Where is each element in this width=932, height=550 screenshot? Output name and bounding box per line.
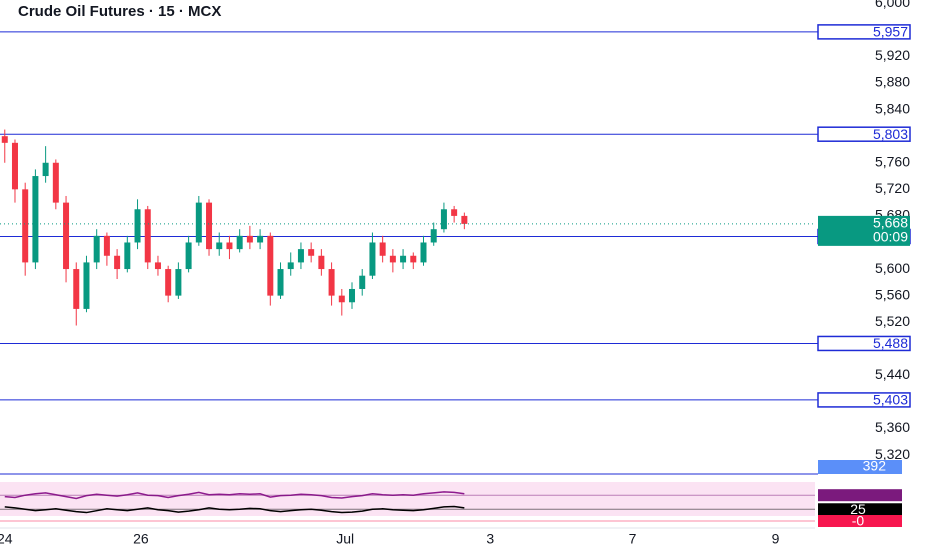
x-tick-label: 7 — [629, 531, 637, 547]
y-tick-label: 5,360 — [875, 419, 910, 435]
level-label-box — [817, 335, 911, 352]
level-label-box — [817, 126, 911, 142]
chart-title: Crude Oil Futures · 15 · MCX — [18, 3, 221, 20]
candle-body — [420, 242, 427, 263]
oscillator-label-box — [818, 489, 902, 502]
candle-body — [379, 242, 386, 256]
level-label: 5,957 — [873, 24, 908, 40]
candle-body — [236, 235, 243, 250]
candle-body — [124, 242, 131, 270]
candle-body — [175, 269, 182, 296]
y-tick-label: 5,600 — [875, 260, 910, 276]
candle-body — [400, 255, 407, 263]
candle-body — [83, 262, 90, 309]
y-tick-label: 5,560 — [875, 286, 910, 302]
candle-body — [267, 235, 274, 296]
candle-body — [287, 262, 294, 270]
countdown: 00:09 — [873, 229, 908, 245]
candle-body — [461, 215, 468, 224]
y-tick-label: 5,880 — [875, 74, 910, 90]
x-tick-label: 24 — [0, 531, 13, 547]
y-tick-label: 5,320 — [875, 446, 910, 462]
candle-body — [257, 235, 264, 243]
y-tick-label: 5,520 — [875, 313, 910, 329]
candle-body — [154, 262, 161, 270]
volume-label: 392 — [863, 458, 887, 474]
candle-body — [73, 269, 80, 309]
oscillator-label: 25 — [850, 501, 866, 517]
level-label: 5,403 — [873, 392, 908, 408]
candle-body — [134, 209, 141, 243]
oscillator-label-box — [818, 515, 902, 527]
candle-body — [32, 176, 39, 263]
level-label-box — [817, 392, 911, 408]
x-tick-label: 3 — [486, 531, 494, 547]
y-tick-label: 5,760 — [875, 153, 910, 169]
candle-body — [52, 162, 59, 203]
candle-body — [410, 255, 417, 263]
candle-body — [451, 209, 458, 216]
y-tick-label: 5,720 — [875, 180, 910, 196]
oscillator-label-box — [818, 503, 902, 516]
candle-body — [93, 235, 100, 263]
x-tick-label: 9 — [772, 531, 780, 547]
x-tick-label: Jul — [336, 531, 354, 547]
last-price-box — [818, 215, 910, 246]
oscillator-label: -0 — [852, 513, 865, 529]
candle-body — [114, 255, 121, 270]
candle-body — [63, 202, 70, 270]
candle-body — [338, 295, 345, 303]
candle-body — [185, 242, 192, 270]
candle-body — [103, 235, 110, 256]
candle-body — [389, 255, 396, 263]
level-label-box — [817, 24, 911, 40]
candle-body — [328, 269, 335, 296]
candle-body — [440, 209, 447, 230]
candle-body — [297, 249, 304, 263]
candle-body — [11, 142, 18, 190]
candle-body — [42, 162, 49, 177]
candle-body — [1, 136, 8, 143]
candle-body — [349, 288, 356, 303]
candle-body — [308, 249, 315, 256]
candle-body — [318, 255, 325, 270]
x-tick-label: 26 — [133, 531, 149, 547]
level-label: 5,803 — [873, 126, 908, 142]
candle-body — [369, 242, 376, 276]
last-price-label: 5,668 — [873, 215, 908, 231]
candle-body — [359, 275, 366, 289]
candle-body — [195, 202, 202, 243]
candle-body — [430, 229, 437, 243]
y-tick-label: 6,000 — [875, 0, 910, 10]
level-label: 5,488 — [873, 335, 908, 351]
candle-body — [226, 242, 233, 250]
candle-body — [144, 209, 151, 263]
y-tick-label: 5,920 — [875, 47, 910, 63]
y-tick-label: 5,840 — [875, 100, 910, 116]
y-tick-label: 5,440 — [875, 366, 910, 382]
candle-body — [277, 269, 284, 296]
candle-body — [216, 242, 223, 250]
candle-body — [246, 235, 253, 243]
candle-body — [22, 189, 29, 263]
candle-body — [165, 269, 172, 296]
candle-body — [206, 202, 213, 250]
volume-label-box — [818, 460, 902, 474]
